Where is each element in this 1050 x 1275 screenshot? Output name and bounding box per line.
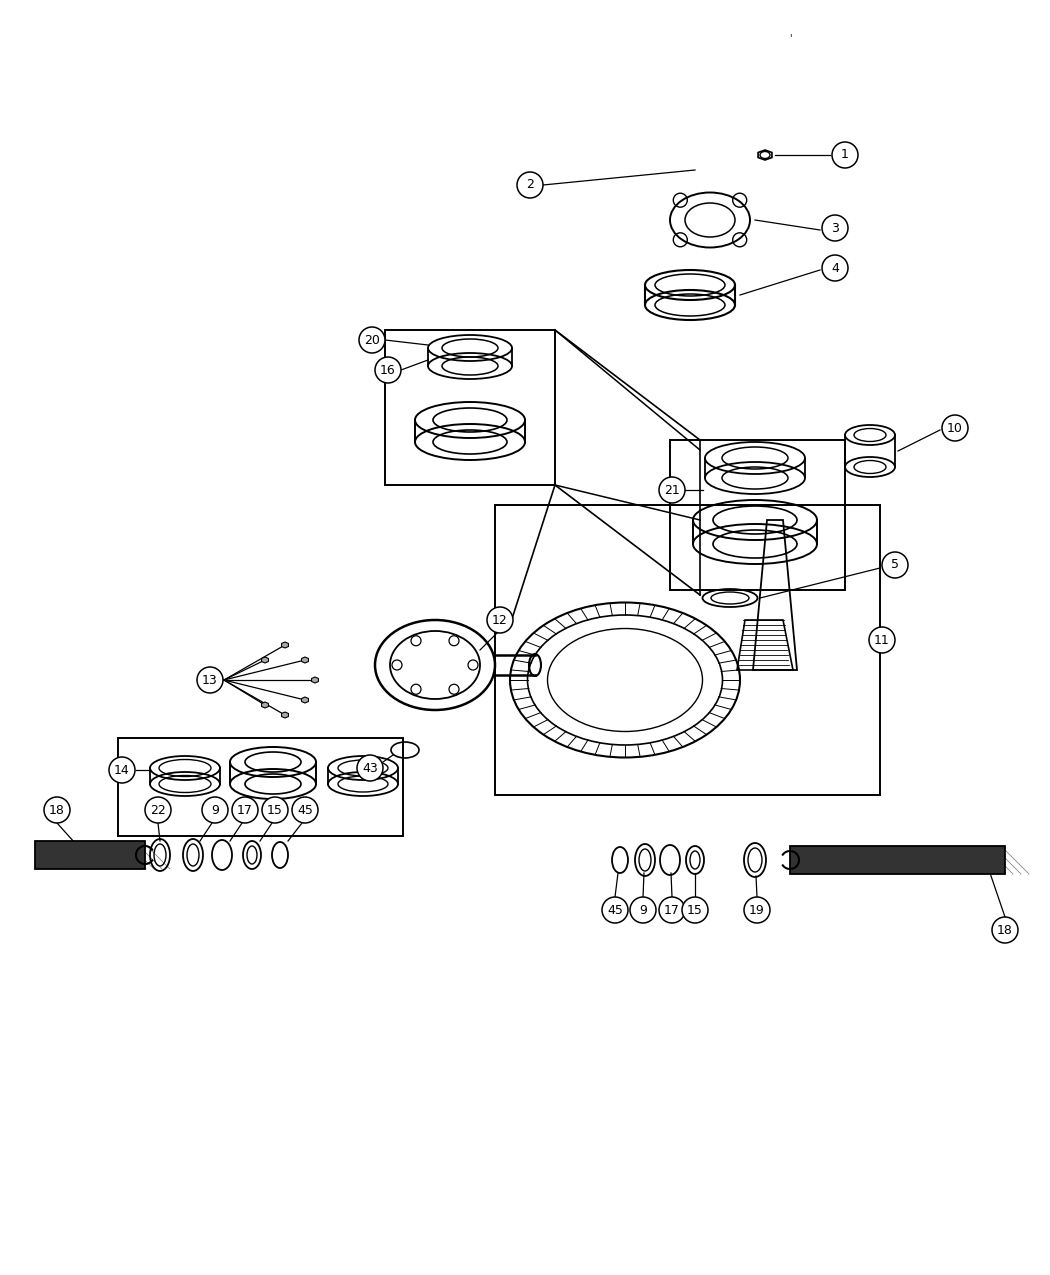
Text: 15: 15 [267,803,282,816]
Bar [495,505,880,796]
Text: 45: 45 [297,803,313,816]
Circle shape [630,898,656,923]
Circle shape [109,757,135,783]
Circle shape [292,797,318,822]
Circle shape [942,414,968,441]
Text: 45: 45 [607,904,623,917]
Text: 2: 2 [526,179,534,191]
Circle shape [832,142,858,168]
Polygon shape [281,643,289,648]
Circle shape [375,357,401,382]
Text: 17: 17 [664,904,680,917]
Text: 10: 10 [947,422,963,435]
Text: 18: 18 [49,803,65,816]
Bar [385,330,555,484]
Bar [790,847,1005,873]
Circle shape [602,898,628,923]
Circle shape [682,898,708,923]
Text: 12: 12 [492,613,508,626]
Circle shape [232,797,258,822]
Bar [118,738,403,836]
Circle shape [992,917,1018,943]
Text: 18: 18 [998,923,1013,937]
Circle shape [359,326,385,353]
Circle shape [659,898,685,923]
Circle shape [869,627,895,653]
Text: 1: 1 [841,148,849,162]
Text: 17: 17 [237,803,253,816]
Text: ': ' [789,33,792,43]
Text: 43: 43 [362,761,378,774]
Polygon shape [301,657,309,663]
Circle shape [392,660,402,669]
Bar [35,842,145,870]
Text: 22: 22 [150,803,166,816]
Text: 19: 19 [749,904,764,917]
Text: 5: 5 [891,558,899,571]
Circle shape [449,685,459,695]
Text: 11: 11 [874,634,890,646]
Polygon shape [261,703,269,708]
Text: 14: 14 [114,764,130,776]
Text: 21: 21 [664,483,680,496]
Bar [670,440,845,590]
Circle shape [822,255,848,280]
Circle shape [659,477,685,504]
Circle shape [744,898,770,923]
Text: 15: 15 [687,904,702,917]
Circle shape [517,172,543,198]
Text: 20: 20 [364,334,380,347]
Polygon shape [312,677,318,683]
Circle shape [357,755,383,782]
Circle shape [202,797,228,822]
Circle shape [411,685,421,695]
Text: 13: 13 [202,673,218,686]
Circle shape [197,667,223,694]
Circle shape [882,552,908,578]
Text: 4: 4 [831,261,839,274]
Circle shape [145,797,171,822]
Text: 3: 3 [831,222,839,235]
Circle shape [411,636,421,645]
Circle shape [44,797,70,822]
Text: 9: 9 [211,803,219,816]
Circle shape [468,660,478,669]
Circle shape [822,215,848,241]
Polygon shape [301,697,309,703]
Polygon shape [281,711,289,718]
Text: 16: 16 [380,363,396,376]
Circle shape [487,607,513,632]
Polygon shape [261,657,269,663]
Circle shape [262,797,288,822]
Text: 9: 9 [639,904,647,917]
Circle shape [449,636,459,645]
